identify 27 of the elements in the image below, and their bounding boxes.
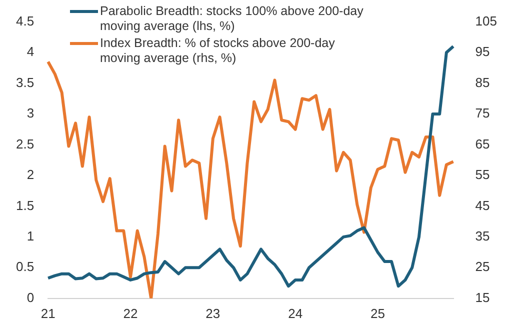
y-tick-label: 1 [26, 228, 34, 244]
y2-tick-label: 15 [475, 290, 490, 305]
y-tick-label: 4 [26, 44, 34, 60]
y-tick-label: 1.5 [16, 198, 34, 213]
y-tick-label: 4.5 [16, 13, 34, 28]
y-tick-label: 2.5 [16, 136, 34, 152]
y2-tick-label: 25 [475, 259, 490, 274]
y-tick-label: 3.5 [16, 74, 34, 90]
y2-tick-label: 55 [475, 167, 490, 182]
y2-tick-label: 105 [475, 13, 498, 28]
y2-tick-label: 95 [475, 44, 490, 60]
legend-label: Parabolic Breadth: stocks 100% above 200-day moving average (lhs, %) [100, 4, 364, 34]
y-tick-label: 3 [26, 106, 34, 121]
x-tick-label: 23 [206, 306, 220, 321]
y-tick-label: 0.5 [16, 259, 34, 274]
y2-tick-label: 75 [475, 106, 490, 121]
y-tick-label: 0 [26, 290, 34, 305]
y2-tick-label: 45 [475, 198, 490, 213]
y2-tick-label: 35 [475, 228, 490, 244]
y2-tick-label: 65 [475, 136, 490, 152]
y-tick-label: 2 [26, 167, 34, 182]
y2-tick-label: 85 [475, 74, 490, 90]
x-tick-label: 24 [288, 306, 303, 321]
x-tick-label: 25 [370, 306, 385, 321]
legend-label: Index Breadth: % of stocks above 200-day moving average (rhs, %) [100, 36, 336, 66]
x-tick-label: 21 [40, 306, 56, 321]
x-tick-label: 22 [123, 306, 138, 321]
